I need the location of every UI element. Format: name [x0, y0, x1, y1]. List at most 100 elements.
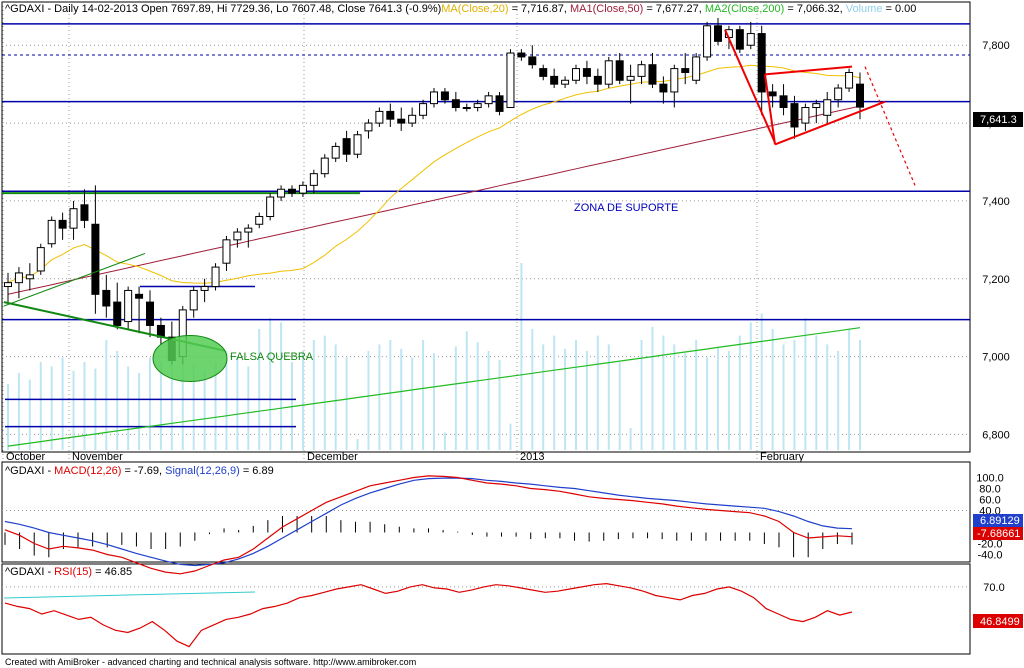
volume-bar	[585, 351, 588, 450]
channel-left	[764, 74, 776, 145]
candle-body	[790, 103, 799, 128]
candle-body	[266, 196, 275, 217]
volume-bar	[39, 362, 42, 450]
volume-bar	[454, 346, 457, 450]
volume-bar	[149, 357, 151, 450]
candle-body	[735, 29, 744, 50]
candle-body	[244, 227, 253, 233]
candle-body	[462, 107, 471, 110]
ma50-value: = 7,677.27,	[643, 3, 704, 15]
volume-bar	[236, 357, 239, 450]
volume-bar	[465, 331, 468, 450]
volume-bar	[738, 335, 741, 450]
signal-badge-bg	[973, 514, 1023, 527]
volume-bar	[301, 351, 304, 450]
volume-bar	[367, 351, 370, 450]
moving-averages	[7, 64, 861, 447]
candle-body	[309, 173, 318, 186]
candle-body	[430, 91, 438, 105]
volume-bar	[116, 351, 119, 450]
candle-body	[113, 301, 122, 326]
volume-bar	[749, 322, 752, 450]
candle-body	[200, 286, 209, 291]
candle-body	[550, 75, 559, 85]
ma200-line	[7, 327, 861, 447]
volume-bar	[170, 340, 173, 450]
price-tick-label: 7,200	[982, 274, 1010, 286]
candle-body	[812, 103, 821, 109]
rsi-value: = 46.85	[92, 566, 132, 578]
volume-bar	[771, 329, 774, 450]
candle-body	[451, 99, 460, 109]
candle-body	[572, 68, 580, 81]
candle-body	[440, 91, 449, 101]
candle-body	[255, 215, 264, 225]
ma50-line	[7, 105, 861, 295]
candle-body	[4, 282, 12, 288]
volume-bar	[345, 357, 348, 450]
volume-bar	[192, 364, 195, 450]
ma200-label: MA2(Close,200)	[705, 3, 784, 15]
macd-badge: -7.68661	[977, 528, 1020, 540]
channel-lower	[774, 100, 886, 146]
volume-bar	[782, 344, 785, 450]
candle-body	[834, 87, 843, 101]
volume-bar	[159, 362, 162, 450]
candle-body	[189, 289, 198, 311]
volume-bar	[520, 263, 523, 450]
month-label: 2013	[520, 451, 544, 463]
price-tick-label: 6,800	[982, 429, 1010, 441]
volume-bar	[433, 353, 435, 450]
volume-bar	[575, 340, 577, 450]
volume-bar	[17, 373, 20, 450]
candle-body	[320, 157, 329, 175]
volume-bar	[815, 335, 818, 450]
signal-badge: 6.89129	[980, 515, 1020, 527]
false-break-ellipse	[152, 335, 228, 383]
candle-body	[582, 68, 591, 77]
candle-body	[473, 103, 482, 109]
volume-bar	[640, 340, 643, 450]
volume-bar	[411, 357, 414, 450]
candle-body	[342, 138, 351, 155]
candle-body	[80, 204, 89, 221]
volume-bar	[684, 353, 687, 450]
support-zone-label: ZONA DE SUPORTE	[574, 202, 678, 214]
volume-bar	[334, 344, 337, 450]
macd-value: = -7.69,	[121, 465, 165, 477]
volume-bar	[793, 340, 796, 450]
candle-body	[681, 68, 690, 73]
volume-bar	[859, 340, 861, 450]
price-tick-label: 7,000	[982, 352, 1010, 364]
volume-bar	[542, 344, 545, 450]
candle-body	[146, 301, 154, 326]
volume-bar	[280, 322, 283, 450]
candle-body	[484, 95, 493, 105]
candle-body	[845, 71, 854, 89]
ma200-value: = 7,066.32,	[784, 3, 845, 15]
macd-tick-label: 60.0	[979, 495, 1000, 507]
candle-body	[277, 188, 286, 198]
macd-tick-label: -40.0	[977, 550, 1002, 562]
volume-bar	[673, 344, 676, 450]
price-header: ^GDAXI - Daily 14-02-2013 Open 7697.89, …	[5, 3, 916, 15]
month-label: February	[760, 451, 805, 463]
candle-body	[69, 208, 78, 229]
channel-upper	[764, 65, 853, 76]
candle-body	[626, 75, 635, 81]
volume-bar	[727, 351, 730, 450]
volume-bar	[389, 340, 392, 450]
candle-body	[58, 219, 67, 229]
candle-body	[102, 289, 111, 307]
rising-trendline	[3, 252, 146, 307]
candle-body	[757, 33, 766, 93]
candle-body	[135, 293, 144, 299]
candle-body	[528, 56, 537, 66]
volume-bar	[651, 326, 654, 450]
ma50-label: MA1(Close,50)	[570, 3, 643, 15]
volume-value: = 0.00	[882, 3, 916, 15]
candle-body	[823, 99, 832, 116]
candle-body	[801, 107, 810, 124]
ma20-value: = 7,716.87,	[509, 3, 570, 15]
price-badge: 7,641.3	[980, 114, 1017, 126]
